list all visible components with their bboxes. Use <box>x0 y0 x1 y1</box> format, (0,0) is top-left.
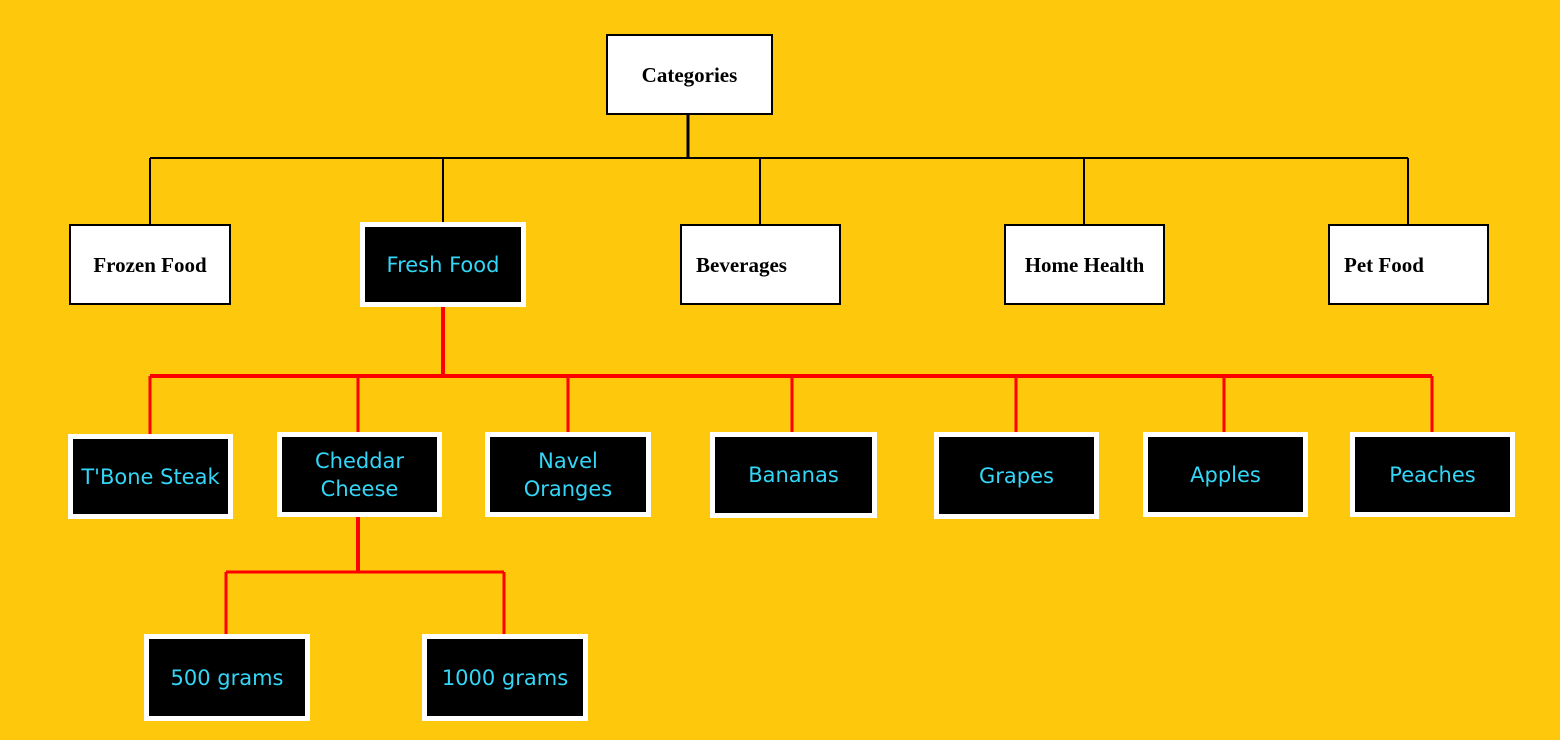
item-bananas: Bananas <box>710 432 877 518</box>
category-label: Beverages <box>696 252 787 277</box>
category-home-health: Home Health <box>1004 224 1165 305</box>
item-cheddar-cheese: Cheddar Cheese <box>277 432 442 517</box>
item-label: T'Bone Steak <box>81 464 220 489</box>
root-node-categories: Categories <box>606 34 773 115</box>
size-label: 1000 grams <box>441 665 569 690</box>
item-grapes: Grapes <box>934 432 1099 519</box>
category-label: Frozen Food <box>93 252 207 277</box>
item-label: Peaches <box>1389 462 1476 487</box>
item-label: Bananas <box>748 463 839 487</box>
size-500-grams: 500 grams <box>144 634 310 721</box>
size-1000-grams: 1000 grams <box>422 634 588 721</box>
fresh-food-connectors <box>148 305 1434 436</box>
category-label: Fresh Food <box>386 252 500 277</box>
item-navel-oranges: Navel Oranges <box>485 432 651 517</box>
category-pet-food: Pet Food <box>1328 224 1489 305</box>
item-apples: Apples <box>1143 432 1308 517</box>
category-label: Home Health <box>1024 252 1145 277</box>
root-label: Categories <box>641 62 738 87</box>
item-label: Grapes <box>979 463 1054 488</box>
item-label: Apples <box>1190 462 1261 487</box>
category-beverages: Beverages <box>680 224 841 305</box>
item-tbone-steak: T'Bone Steak <box>68 434 233 519</box>
category-fresh-food: Fresh Food <box>360 222 526 307</box>
cheddar-connectors <box>224 516 506 636</box>
item-label: Cheddar Cheese <box>314 448 405 501</box>
item-peaches: Peaches <box>1350 432 1515 517</box>
category-frozen-food: Frozen Food <box>69 224 231 305</box>
item-label: Navel Oranges <box>523 448 613 501</box>
root-connectors <box>149 114 1409 224</box>
size-label: 500 grams <box>170 665 284 690</box>
category-label: Pet Food <box>1344 252 1424 277</box>
